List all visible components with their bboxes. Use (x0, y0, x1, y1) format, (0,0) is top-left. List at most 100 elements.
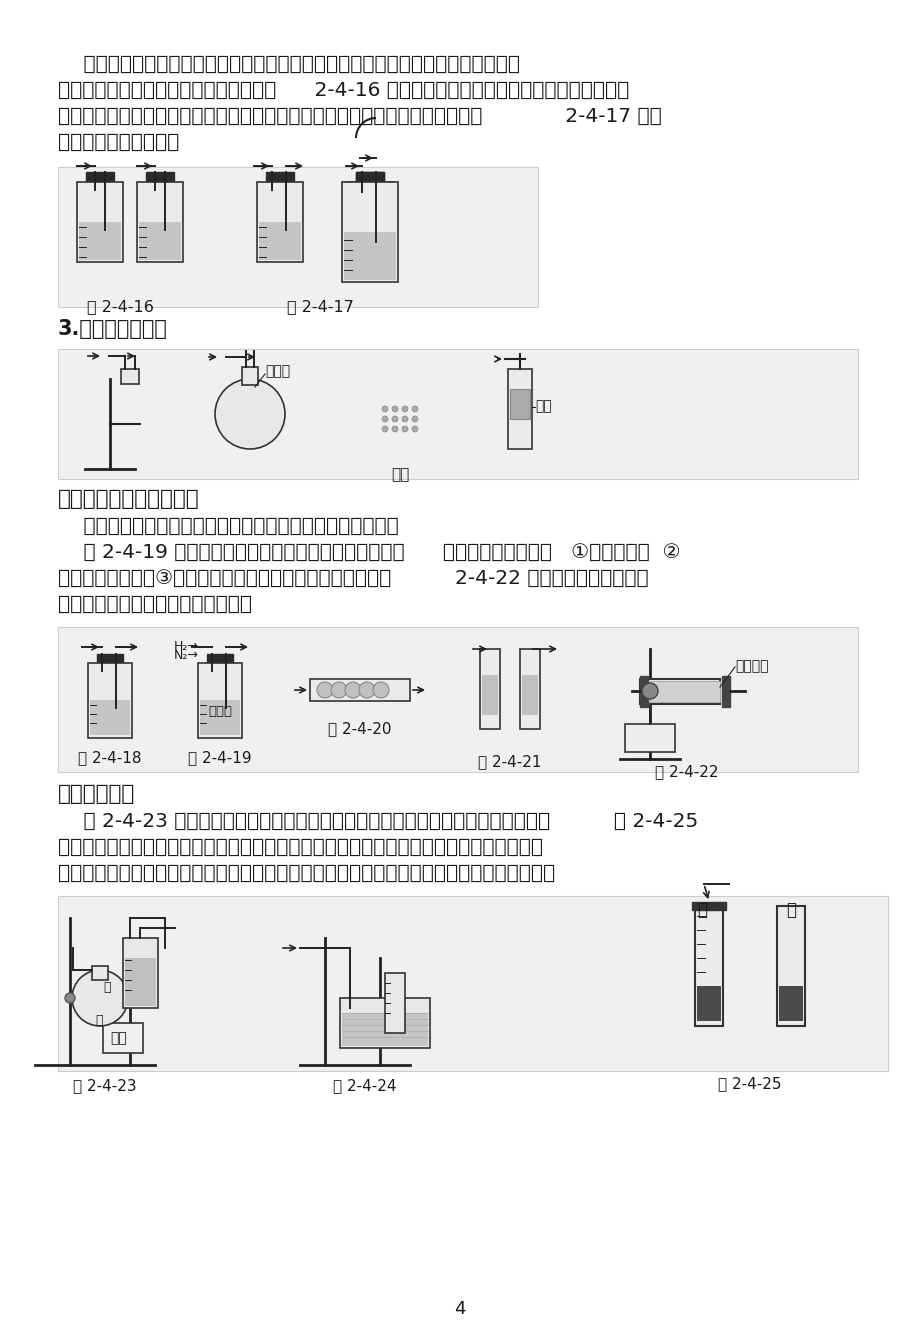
Text: 容积可变的贮气设备接纳残留的气体。图      2-4-16 中把气体通入广口瓶反应，因气体没有出口，: 容积可变的贮气设备接纳残留的气体。图 2-4-16 中把气体通入广口瓶反应，因气… (58, 80, 629, 100)
FancyBboxPatch shape (88, 663, 131, 738)
FancyBboxPatch shape (90, 700, 130, 735)
Circle shape (381, 426, 388, 432)
FancyBboxPatch shape (509, 390, 529, 419)
FancyBboxPatch shape (123, 939, 158, 1008)
Text: H₂→: H₂→ (174, 640, 199, 653)
Text: 是量气管，使生成的气体直接通入原本装满水的甲管中，甲管中的水被排向乙管，从甲管的: 是量气管，使生成的气体直接通入原本装满水的甲管中，甲管中的水被排向乙管，从甲管的 (58, 838, 542, 857)
Circle shape (72, 969, 128, 1026)
FancyBboxPatch shape (344, 232, 395, 280)
Text: 气体的净化、干燥根据用液体吸收或固体吸收而装置不同。: 气体的净化、干燥根据用液体吸收或固体吸收而装置不同。 (58, 517, 398, 536)
FancyBboxPatch shape (146, 171, 174, 182)
FancyBboxPatch shape (777, 907, 804, 1026)
Text: 刻度可读出气体的体积。以上两种装置在读取气体体积时都应使两边的水面保持同一水平面。: 刻度可读出气体的体积。以上两种装置在读取气体体积时都应使两边的水面保持同一水平面… (58, 864, 554, 882)
Text: 图 2-4-22: 图 2-4-22 (654, 765, 718, 779)
FancyBboxPatch shape (266, 171, 294, 182)
FancyBboxPatch shape (77, 182, 123, 262)
Circle shape (402, 426, 407, 432)
FancyBboxPatch shape (199, 700, 240, 735)
FancyBboxPatch shape (342, 182, 398, 283)
FancyBboxPatch shape (507, 370, 531, 449)
FancyBboxPatch shape (624, 724, 675, 753)
FancyBboxPatch shape (58, 167, 538, 307)
Text: 是固定固体，防止粉末被气流带走。: 是固定固体，防止粉末被气流带走。 (58, 595, 252, 615)
FancyBboxPatch shape (340, 998, 429, 1048)
Circle shape (345, 682, 360, 698)
FancyBboxPatch shape (259, 222, 301, 260)
Text: 浓硫酸: 浓硫酸 (208, 706, 232, 718)
Text: 它有气体出口的装置。: 它有气体出口的装置。 (58, 133, 179, 153)
FancyBboxPatch shape (342, 1014, 427, 1046)
FancyBboxPatch shape (125, 957, 156, 1006)
Text: 钠: 钠 (103, 981, 110, 994)
Circle shape (412, 416, 417, 422)
Text: 水: 水 (95, 1014, 102, 1027)
FancyBboxPatch shape (139, 222, 181, 260)
Text: 图 2-4-18: 图 2-4-18 (78, 750, 142, 765)
Text: 图 2-4-19: 图 2-4-19 (188, 750, 252, 765)
Text: 图 2-4-20: 图 2-4-20 (328, 720, 391, 736)
FancyBboxPatch shape (121, 370, 139, 384)
Circle shape (641, 683, 657, 699)
Text: 玻璃纤维: 玻璃纤维 (734, 659, 767, 674)
FancyBboxPatch shape (694, 907, 722, 1026)
FancyBboxPatch shape (256, 182, 302, 262)
Circle shape (358, 682, 375, 698)
Text: 甲: 甲 (697, 901, 706, 919)
Text: 棉团: 棉团 (391, 467, 409, 482)
Circle shape (402, 416, 407, 422)
FancyBboxPatch shape (137, 182, 183, 262)
FancyBboxPatch shape (348, 222, 391, 260)
FancyBboxPatch shape (521, 675, 538, 715)
Text: 图 2-4-24: 图 2-4-24 (333, 1078, 396, 1093)
Circle shape (65, 994, 75, 1003)
Circle shape (317, 682, 333, 698)
FancyBboxPatch shape (207, 653, 233, 663)
FancyBboxPatch shape (356, 171, 383, 182)
FancyBboxPatch shape (384, 973, 404, 1032)
Polygon shape (100, 384, 160, 454)
FancyBboxPatch shape (482, 675, 497, 715)
Circle shape (412, 426, 417, 432)
FancyBboxPatch shape (346, 182, 392, 262)
FancyBboxPatch shape (198, 663, 242, 738)
FancyBboxPatch shape (242, 367, 257, 386)
Text: 图 2-4-17: 图 2-4-17 (286, 299, 353, 315)
Circle shape (215, 379, 285, 449)
FancyBboxPatch shape (79, 222, 121, 260)
FancyBboxPatch shape (640, 679, 720, 704)
Circle shape (412, 406, 417, 412)
Text: 4: 4 (454, 1300, 465, 1318)
FancyBboxPatch shape (310, 679, 410, 702)
Text: 棉团: 棉团 (535, 399, 551, 412)
Text: 四、量气装置: 四、量气装置 (58, 785, 135, 803)
Text: 图 2-4-16: 图 2-4-16 (86, 299, 153, 315)
FancyBboxPatch shape (650, 682, 720, 702)
FancyBboxPatch shape (85, 171, 114, 182)
Circle shape (402, 406, 407, 412)
Circle shape (381, 406, 388, 412)
Text: 进气就困难，或者会造成压强增大而产生事故。可根据生成物的具体情况改成图             2-4-17 或其: 进气就困难，或者会造成压强增大而产生事故。可根据生成物的具体情况改成图 2-4-… (58, 107, 661, 126)
FancyBboxPatch shape (778, 986, 802, 1022)
Text: N₂→: N₂→ (174, 649, 199, 661)
Circle shape (372, 682, 389, 698)
FancyBboxPatch shape (480, 649, 499, 728)
FancyBboxPatch shape (721, 676, 729, 707)
Text: 图 2-4-19 是合成氨原料气在化合前经过的一个装置，      该装置的作用有三：   ①干燥气体；  ②: 图 2-4-19 是合成氨原料气在化合前经过的一个装置， 该装置的作用有三： ①… (58, 544, 680, 562)
Circle shape (391, 406, 398, 412)
Text: 乙: 乙 (785, 901, 795, 919)
FancyBboxPatch shape (58, 627, 857, 773)
FancyBboxPatch shape (92, 965, 108, 980)
Circle shape (331, 682, 346, 698)
Text: 图 2-4-25: 图 2-4-25 (718, 1077, 781, 1091)
Text: 图 2-4-21: 图 2-4-21 (478, 754, 541, 769)
Text: 设计实验装置的时候必须注意，仪器中如有气体进入，就必须有气体的出口或者有: 设计实验装置的时候必须注意，仪器中如有气体进入，就必须有气体的出口或者有 (58, 55, 519, 74)
FancyBboxPatch shape (103, 1023, 142, 1052)
FancyBboxPatch shape (519, 649, 539, 728)
FancyBboxPatch shape (356, 171, 383, 182)
Circle shape (391, 426, 398, 432)
Text: 三、气体净化、干燥装置: 三、气体净化、干燥装置 (58, 489, 199, 509)
Text: 图 2-4-23 是通过测定被气体从广口瓶中压出来的水的体积来测得气体的体积的。          图 2-4-25: 图 2-4-23 是通过测定被气体从广口瓶中压出来的水的体积来测得气体的体积的。… (58, 811, 698, 832)
FancyBboxPatch shape (58, 349, 857, 479)
Circle shape (381, 416, 388, 422)
Text: 图 2-4-23: 图 2-4-23 (74, 1078, 137, 1093)
